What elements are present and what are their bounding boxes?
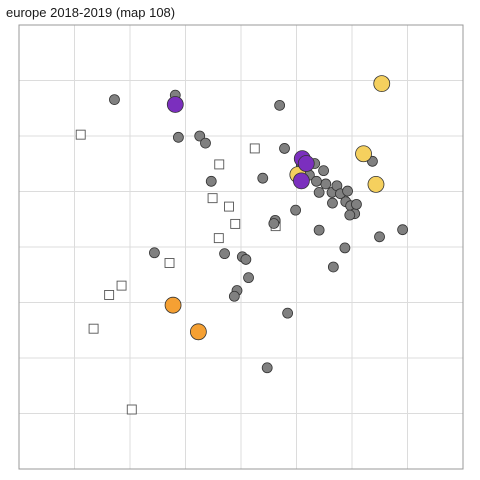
gray-point <box>351 198 362 210</box>
hollow-square-point <box>230 218 241 229</box>
yellow-point <box>355 145 372 163</box>
gray-point <box>219 248 230 260</box>
purple-point <box>166 96 184 113</box>
gray-point <box>200 137 211 149</box>
gray-point <box>205 175 217 187</box>
gray-point <box>344 209 356 221</box>
gray-point <box>261 362 273 374</box>
gray-point <box>282 307 294 319</box>
gray-point <box>109 94 120 105</box>
yellow-point <box>367 175 385 193</box>
gray-point <box>172 131 184 143</box>
gray-point <box>311 175 322 187</box>
gray-point <box>327 197 338 209</box>
orange-point <box>164 296 182 314</box>
gray-point <box>243 272 254 284</box>
hollow-square-point <box>104 290 115 300</box>
hollow-square-point <box>75 129 86 140</box>
hollow-square-point <box>164 258 175 268</box>
gray-point <box>279 143 290 154</box>
hollow-square-point <box>213 233 224 244</box>
gray-point <box>149 247 160 259</box>
hollow-square-point <box>249 143 260 154</box>
gray-point <box>342 185 353 197</box>
purple-point <box>297 155 315 172</box>
hollow-square-point <box>126 404 137 415</box>
gray-point <box>268 218 280 229</box>
gray-point <box>194 130 206 142</box>
chart-title: europe 2018-2019 (map 108) <box>6 5 176 20</box>
gray-point <box>318 165 329 177</box>
data-points <box>75 75 409 415</box>
gray-point <box>397 224 409 236</box>
gray-point <box>339 242 351 254</box>
gray-point <box>374 231 385 243</box>
gray-point <box>257 172 269 184</box>
gray-point <box>290 204 302 216</box>
hollow-square-point <box>207 193 218 204</box>
yellow-point <box>373 75 391 93</box>
orange-point <box>189 323 207 341</box>
hollow-square-point <box>88 323 99 334</box>
hollow-square-point <box>214 159 225 170</box>
gray-point <box>320 178 332 190</box>
hollow-square-point <box>224 201 234 212</box>
gray-point <box>313 186 325 198</box>
plot-border <box>18 24 464 470</box>
grid-lines <box>19 25 463 469</box>
gray-point <box>274 99 286 111</box>
gray-point <box>313 224 325 236</box>
gray-point <box>228 290 240 302</box>
gray-point <box>240 254 252 265</box>
gray-point <box>327 261 339 273</box>
hollow-square-point <box>116 280 127 291</box>
purple-point <box>292 172 310 190</box>
